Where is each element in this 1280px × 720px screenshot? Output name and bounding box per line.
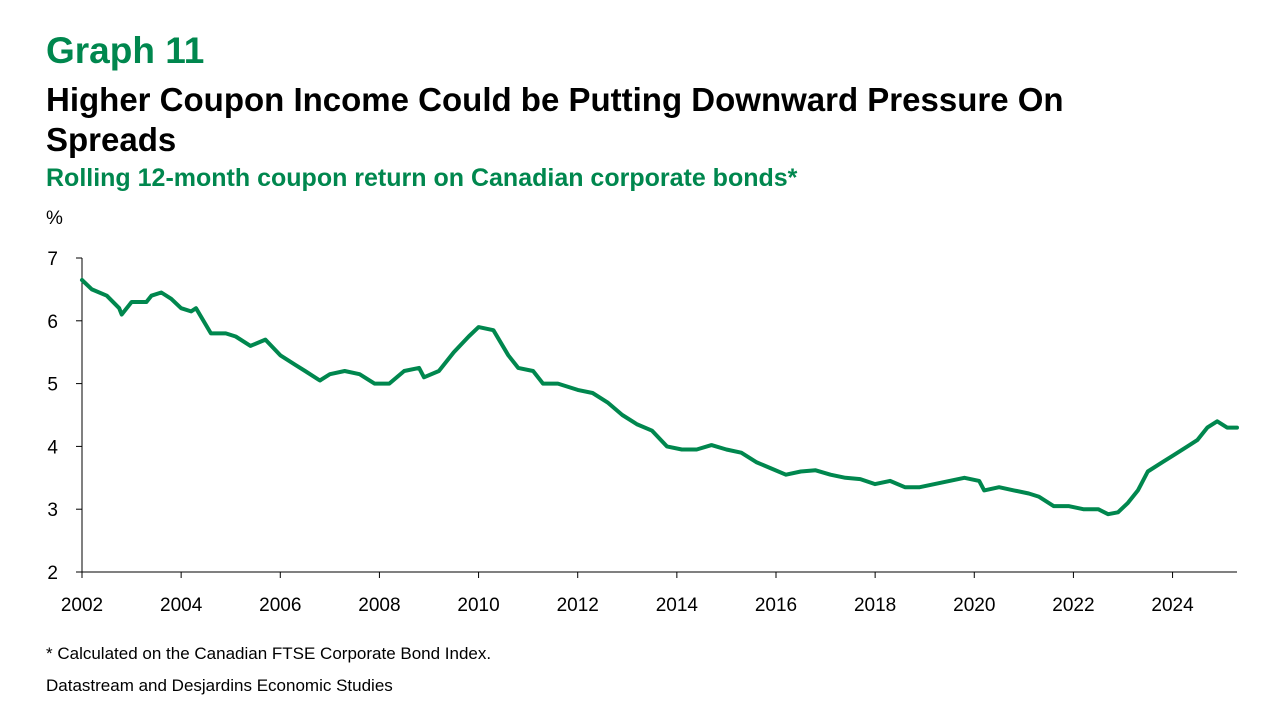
chart-title: Higher Coupon Income Could be Putting Do… [46, 81, 1064, 158]
y-tick-label: 4 [47, 437, 58, 458]
source-note: Datastream and Desjardins Economic Studi… [46, 676, 393, 695]
x-tick-label: 2014 [656, 595, 699, 616]
footnote: * Calculated on the Canadian FTSE Corpor… [46, 644, 492, 663]
series-line [80, 278, 1239, 517]
x-tick-label: 2020 [953, 595, 995, 616]
x-tick-label: 2022 [1052, 595, 1094, 616]
x-tick-label: 2016 [755, 595, 797, 616]
y-tick-label: 2 [47, 563, 58, 584]
x-tick-label: 2002 [61, 595, 103, 616]
graph-label: Graph 11 [46, 30, 205, 71]
y-tick-label: 6 [47, 312, 58, 333]
chart-subtitle: Rolling 12-month coupon return on Canadi… [46, 164, 798, 192]
y-tick-label: 5 [47, 375, 58, 396]
x-axis-ticks: 2002 2004 2006 2008 2010 2012 2014 2016 2018 2020… [61, 572, 1194, 616]
x-tick-label: 2012 [557, 595, 599, 616]
y-tick-label: 3 [47, 500, 58, 521]
y-axis-ticks: 2 3 4 5 6 7 [47, 249, 82, 584]
y-axis-unit-label: % [46, 208, 63, 229]
x-tick-label: 2024 [1151, 595, 1194, 616]
axes [81, 258, 1237, 573]
x-tick-label: 2006 [259, 595, 301, 616]
y-tick-label: 7 [47, 249, 58, 270]
x-tick-label: 2018 [854, 595, 896, 616]
x-tick-label: 2010 [457, 595, 499, 616]
x-tick-label: 2004 [160, 595, 203, 616]
x-tick-label: 2008 [358, 595, 400, 616]
